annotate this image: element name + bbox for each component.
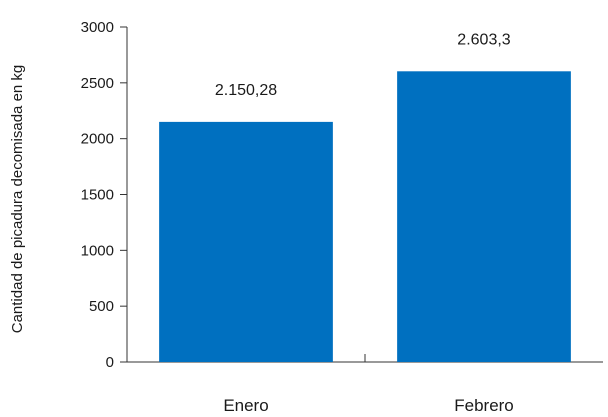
bar bbox=[397, 71, 571, 363]
bar-value-label: 2.603,3 bbox=[457, 31, 510, 48]
x-category-label: Febrero bbox=[454, 396, 514, 415]
y-tick-label: 1500 bbox=[81, 187, 114, 204]
y-tick-label: 2000 bbox=[81, 131, 114, 148]
y-tick-label: 2500 bbox=[81, 75, 114, 92]
labels: 2.150,28 Enero 2.603,3 Febrero bbox=[215, 31, 514, 415]
y-tick-label: 3000 bbox=[81, 19, 114, 36]
bar bbox=[159, 121, 333, 362]
x-category-label: Enero bbox=[223, 396, 268, 415]
y-tick-label: 1000 bbox=[81, 242, 114, 259]
bars bbox=[159, 71, 571, 363]
y-tick-label: 0 bbox=[106, 354, 114, 371]
y-tick-label: 500 bbox=[89, 298, 114, 315]
y-axis-title: Cantidad de picadura decomisada en kg bbox=[9, 65, 26, 334]
bar-value-label: 2.150,28 bbox=[215, 82, 277, 99]
axes: 0 500 1000 1500 2000 2500 3000 bbox=[81, 19, 603, 371]
